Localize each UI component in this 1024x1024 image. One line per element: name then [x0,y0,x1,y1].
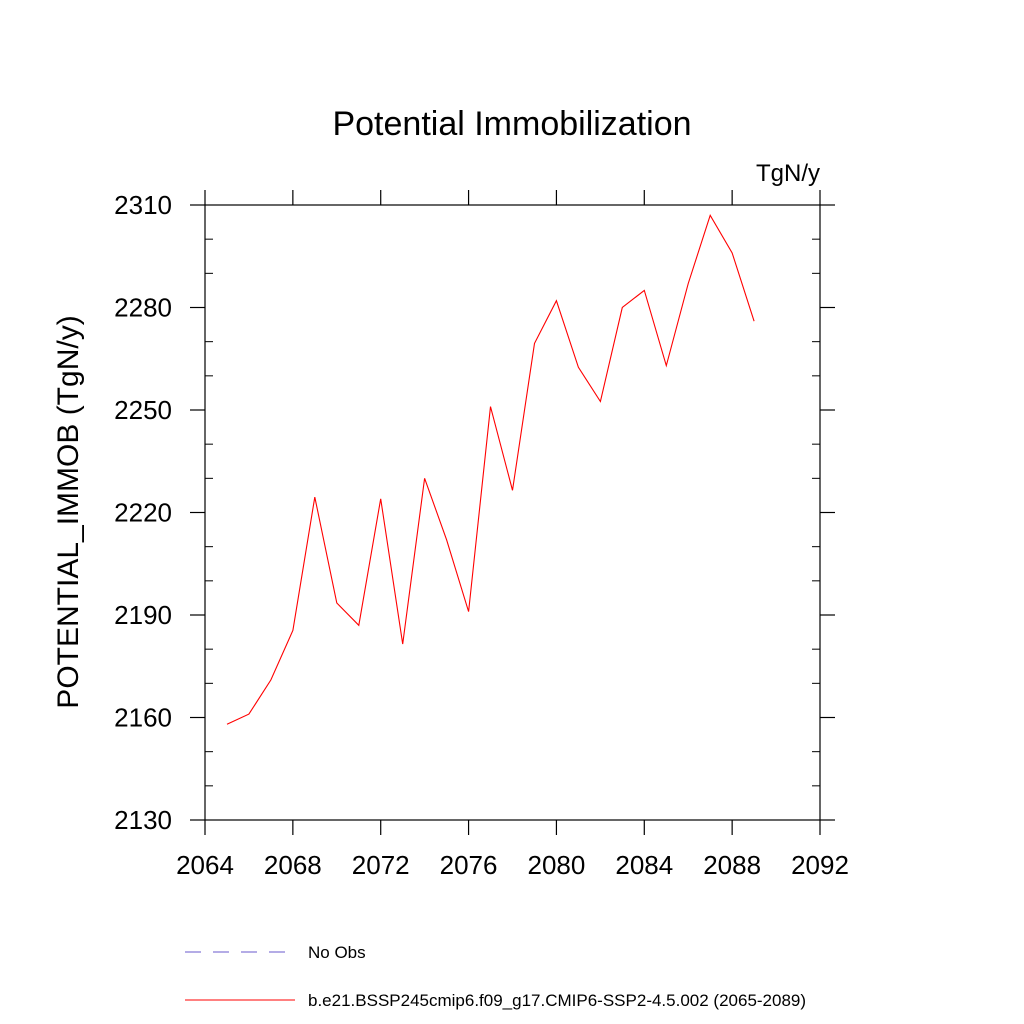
x-tick-label: 2084 [615,850,673,880]
series-line [226,213,755,725]
axis-ticks: 2064 2068 2072 2076 2080 2084 2088 2092 2130 2160… [114,190,849,880]
legend: No Obs b.e21.BSSP245cmip6.f09_g17.CMIP6-S… [185,943,806,1010]
series-layer [226,213,755,725]
x-tick-label: 2076 [440,850,498,880]
x-tick-label: 2068 [264,850,322,880]
y-tick-label: 2130 [114,805,172,835]
y-tick-label: 2250 [114,395,172,425]
chart-title: Potential Immobilization [332,105,691,143]
x-tick-label: 2080 [528,850,586,880]
y-tick-label: 2220 [114,498,172,528]
y-tick-label: 2190 [114,600,172,630]
x-tick-label: 2064 [176,850,234,880]
x-tick-label: 2072 [352,850,410,880]
y-tick-label: 2160 [114,703,172,733]
x-tick-label: 2092 [791,850,849,880]
y-tick-label: 2280 [114,293,172,323]
x-tick-label: 2088 [703,850,761,880]
plot-frame [204,204,821,821]
legend-label: b.e21.BSSP245cmip6.f09_g17.CMIP6-SSP2-4.… [308,991,806,1010]
legend-label: No Obs [308,943,366,962]
y-axis-label: POTENTIAL_IMMOB (TgN/y) [52,315,85,708]
y-tick-label: 2310 [114,190,172,220]
units-label: TgN/y [756,160,820,187]
